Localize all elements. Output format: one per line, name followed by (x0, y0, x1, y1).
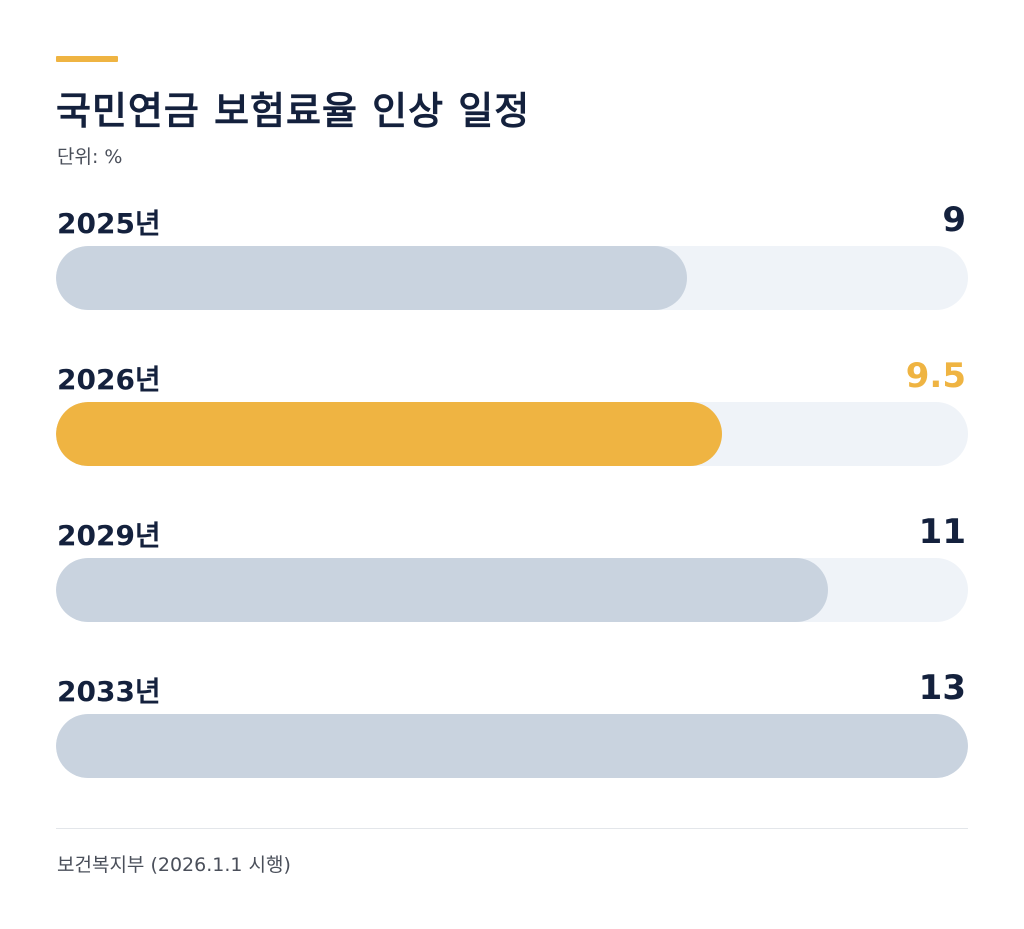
chart-title: 국민연금 보험료율 인상 일정 (56, 89, 531, 133)
bar-row: 2029년 11 (56, 512, 968, 668)
bar-chart: 2025년 9 2026년 9.5 2029년 11 2033년 13 (56, 200, 968, 824)
category-label: 2026년 (57, 363, 161, 396)
category-label: 2033년 (57, 675, 161, 708)
footer-divider (56, 828, 968, 829)
bar-row: 2033년 13 (56, 668, 968, 824)
category-label: 2029년 (57, 519, 161, 552)
bar-row: 2025년 9 (56, 200, 968, 356)
unit-label: 단위: % (57, 146, 123, 168)
value-label: 11 (918, 512, 966, 552)
bar-track (56, 714, 968, 778)
bar-track (56, 402, 968, 466)
bar-track (56, 558, 968, 622)
source-note: 보건복지부 (2026.1.1 시행) (57, 854, 291, 876)
bar-row-header: 2026년 9.5 (56, 356, 968, 402)
bar-row-header: 2029년 11 (56, 512, 968, 558)
bar (56, 714, 968, 778)
bar-row: 2026년 9.5 (56, 356, 968, 512)
title-accent-line (56, 56, 118, 62)
value-label: 9.5 (905, 356, 966, 396)
bar (56, 558, 828, 622)
bar (56, 246, 687, 310)
category-label: 2025년 (57, 207, 161, 240)
bar-track (56, 246, 968, 310)
bar (56, 402, 722, 466)
value-label: 13 (918, 668, 966, 708)
value-label: 9 (942, 200, 966, 240)
bar-row-header: 2033년 13 (56, 668, 968, 714)
bar-row-header: 2025년 9 (56, 200, 968, 246)
